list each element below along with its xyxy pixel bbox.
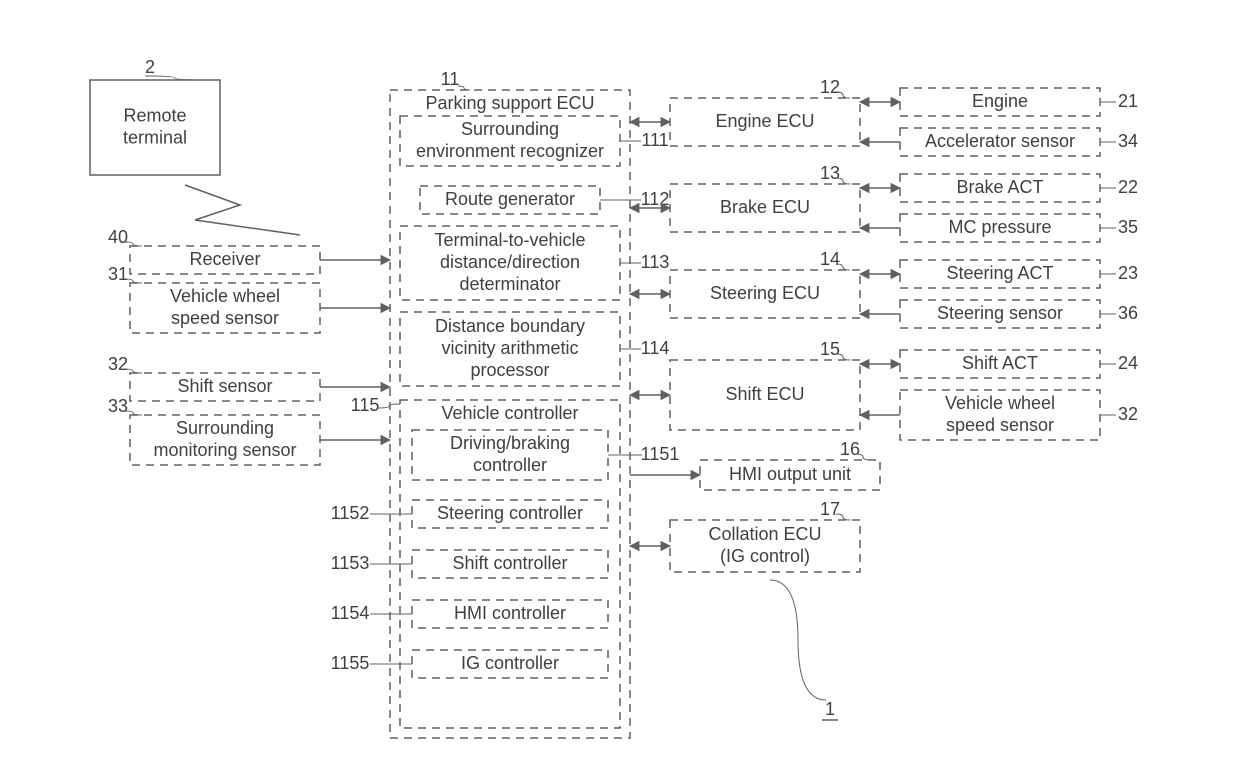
shift-sensor-label: Shift sensor [177, 376, 272, 396]
hmi-controller-label: HMI controller [454, 603, 566, 623]
steering-sensor-label: Steering sensor [937, 303, 1063, 323]
ref-22-r: 22 [1118, 177, 1138, 197]
ref-36-r: 36 [1118, 303, 1138, 323]
ref-1152: 1152 [331, 503, 370, 523]
steering-act-label: Steering ACT [946, 263, 1053, 283]
ref-21-r: 21 [1118, 91, 1138, 111]
ref-24-r: 24 [1118, 353, 1138, 373]
ref-1154: 1154 [331, 603, 370, 623]
parking-support-ecu-label: Parking support ECU [425, 93, 594, 113]
ref-23-r: 23 [1118, 263, 1138, 283]
steering-controller-label: Steering controller [437, 503, 583, 523]
ref-1153: 1153 [331, 553, 370, 573]
ref-14: 14 [820, 249, 840, 269]
lead-line [770, 580, 826, 700]
vehicle-wheel-speed-sensor-2-label: Vehicle wheelspeed sensor [945, 393, 1055, 435]
ref-15: 15 [820, 339, 840, 359]
distance-boundary-label: Distance boundaryvicinity arithmeticproc… [435, 316, 585, 380]
ref-31: 31 [108, 264, 128, 284]
ref-115: 115 [351, 395, 380, 415]
engine-label: Engine [972, 91, 1028, 111]
driving-braking-controller-label: Driving/brakingcontroller [450, 433, 570, 475]
receiver-label: Receiver [189, 249, 260, 269]
brake-ecu-label: Brake ECU [720, 197, 810, 217]
remote-terminal-label: Remoteterminal [123, 105, 187, 147]
wireless-icon [185, 185, 300, 235]
mc-pressure-label: MC pressure [948, 217, 1051, 237]
ref-32: 32 [108, 354, 128, 374]
engine-ecu-label: Engine ECU [715, 111, 814, 131]
route-generator-label: Route generator [445, 189, 575, 209]
steering-ecu-label: Steering ECU [710, 283, 820, 303]
ref-12: 12 [820, 77, 840, 97]
terminal-to-vehicle-label: Terminal-to-vehicledistance/directiondet… [434, 230, 585, 294]
shift-controller-label: Shift controller [452, 553, 567, 573]
ref-13: 13 [820, 163, 840, 183]
ig-controller-label: IG controller [461, 653, 559, 673]
brake-act-label: Brake ACT [956, 177, 1043, 197]
ref-16: 16 [840, 439, 860, 459]
ref-111: 111 [641, 130, 668, 150]
ref-11: 11 [441, 69, 460, 89]
ref-17: 17 [820, 499, 840, 519]
ref-34-r: 34 [1118, 131, 1138, 151]
ref-40: 40 [108, 227, 128, 247]
ref-1155: 1155 [331, 653, 370, 673]
ref-114: 114 [641, 338, 670, 358]
ref-1151: 1151 [641, 444, 680, 464]
ref-35-r: 35 [1118, 217, 1138, 237]
ref-32-r: 32 [1118, 404, 1138, 424]
collation-ecu-label: Collation ECU(IG control) [708, 524, 821, 566]
vehicle-wheel-speed-sensor-label: Vehicle wheelspeed sensor [170, 286, 280, 328]
lead-line [378, 404, 400, 408]
ref-figure-1: 1 [825, 699, 835, 719]
ref-113: 113 [641, 252, 670, 272]
vehicle-controller-label: Vehicle controller [441, 403, 578, 423]
hmi-output-unit-label: HMI output unit [729, 464, 851, 484]
shift-ecu-label: Shift ECU [725, 384, 804, 404]
surrounding-monitoring-sensor-label: Surroundingmonitoring sensor [153, 418, 296, 460]
accelerator-sensor-label: Accelerator sensor [925, 131, 1075, 151]
ref-112: 112 [641, 189, 670, 209]
ref-33: 33 [108, 396, 128, 416]
shift-act-label: Shift ACT [962, 353, 1038, 373]
ref-2: 2 [145, 57, 155, 77]
surrounding-env-recognizer-label: Surroundingenvironment recognizer [416, 119, 604, 161]
